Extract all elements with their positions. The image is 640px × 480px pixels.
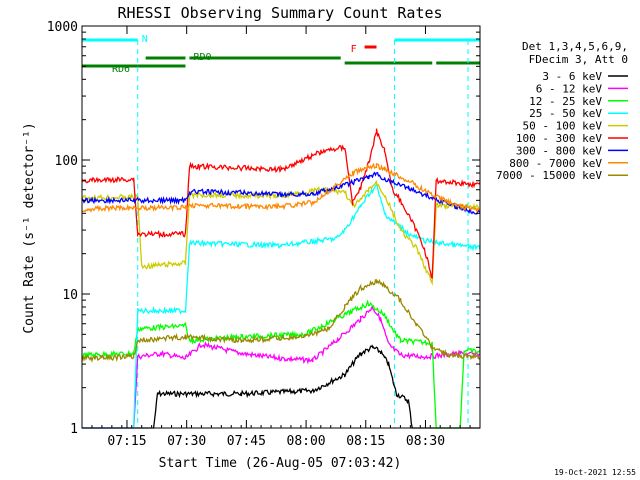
x-tick-label: 08:15: [346, 434, 385, 449]
flag-label: RD0: [193, 52, 211, 63]
legend-entry: 50 - 100 keV: [523, 120, 603, 133]
x-tick-label: 07:45: [227, 434, 266, 449]
series-line: [82, 183, 481, 429]
x-tick-label: 07:30: [167, 434, 206, 449]
y-tick-label: 10: [62, 288, 78, 303]
y-axis-label: Count Rate (s⁻¹ detector⁻¹): [22, 122, 37, 333]
y-tick-label: 1: [70, 422, 78, 437]
legend-entry: 7000 - 15000 keV: [496, 169, 602, 182]
legend-entry: 800 - 7000 keV: [509, 157, 602, 170]
series-line: [81, 171, 481, 215]
y-tick-label: 1000: [47, 20, 78, 35]
legend: Det 1,3,4,5,6,9,FDecim 3, Att 0 3 - 6 keV…: [496, 40, 628, 182]
series-line: [81, 180, 481, 286]
series-line: [81, 278, 481, 363]
legend-entry: 25 - 50 keV: [529, 107, 602, 120]
x-tick-label: 07:15: [107, 434, 146, 449]
series-line: [82, 305, 481, 429]
legend-header: FDecim 3, Att 0: [529, 53, 628, 66]
series-line: [81, 128, 481, 279]
timestamp: 19-Oct-2021 12:55: [554, 468, 636, 477]
legend-entry: 300 - 800 keV: [516, 144, 602, 157]
chart-title: RHESSI Observing Summary Count Rates: [117, 4, 442, 22]
legend-header: Det 1,3,4,5,6,9,: [522, 40, 628, 53]
flag-label: N: [142, 34, 148, 45]
y-axis: 1 10 100 1000: [47, 20, 480, 437]
flag-label: F: [351, 44, 357, 55]
flag-label: RD6: [112, 64, 130, 75]
plot-frame: [81, 25, 481, 429]
y-tick-label: 100: [55, 154, 78, 169]
legend-entry: 6 - 12 keV: [536, 82, 603, 95]
x-axis: 07:15 07:30 07:45 08:00 08:15 08:30: [81, 26, 481, 449]
series-line: [81, 162, 481, 214]
legend-entry: 100 - 300 keV: [516, 132, 602, 145]
plot-series: [81, 128, 481, 429]
legend-entry: 3 - 6 keV: [542, 70, 602, 83]
x-axis-label: Start Time (26-Aug-05 07:03:42): [159, 456, 402, 471]
x-tick-label: 08:30: [406, 434, 445, 449]
x-tick-label: 08:00: [287, 434, 326, 449]
flag-bars: N RD0 RD6 F: [82, 34, 480, 428]
legend-entry: 12 - 25 keV: [529, 95, 602, 108]
series-line: [81, 299, 481, 429]
